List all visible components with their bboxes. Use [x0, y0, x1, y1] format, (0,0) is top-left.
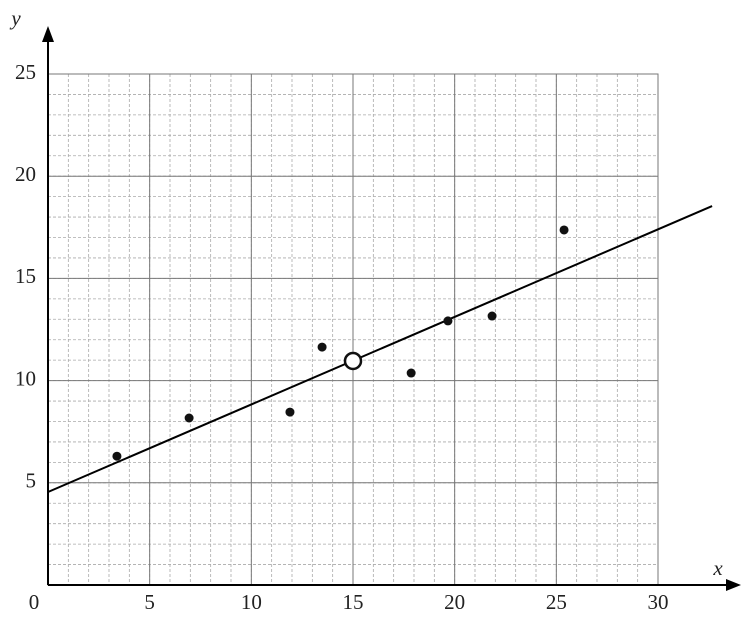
data-point [185, 414, 194, 423]
x-tick-label: 30 [648, 590, 669, 614]
x-tick-label: 0 [29, 590, 40, 614]
y-tick-label: 20 [15, 162, 36, 186]
data-point [112, 452, 121, 461]
y-axis-label: y [9, 6, 21, 30]
x-tick-label: 5 [144, 590, 155, 614]
y-tick-label: 15 [15, 264, 36, 288]
y-axis-arrow [42, 26, 54, 42]
data-point [318, 343, 327, 352]
x-axis-label: x [712, 556, 723, 580]
chart: y x 0 5 10 15 20 25 30 5 10 15 20 25 [0, 0, 741, 617]
x-tick-label: 15 [343, 590, 364, 614]
x-tick-label: 20 [444, 590, 465, 614]
y-tick-label: 25 [15, 60, 36, 84]
y-tick-label: 5 [26, 469, 37, 493]
x-tick-label: 25 [546, 590, 567, 614]
x-axis-arrow [726, 579, 741, 591]
data-point [488, 312, 497, 321]
x-tick-label: 10 [241, 590, 262, 614]
data-point [285, 408, 294, 417]
trend-line [48, 206, 712, 492]
data-point [560, 225, 569, 234]
y-tick-label: 10 [15, 366, 36, 390]
data-point [407, 369, 416, 378]
data-point [443, 316, 452, 325]
mean-point [345, 353, 361, 369]
